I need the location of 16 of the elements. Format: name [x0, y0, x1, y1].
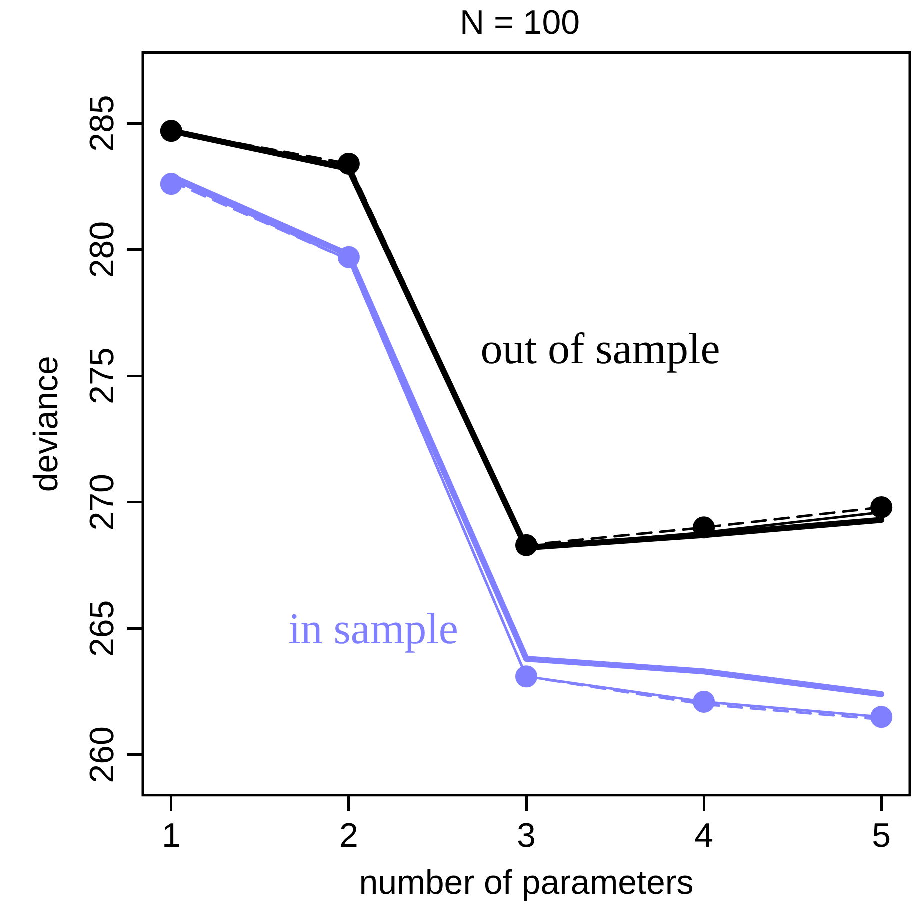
x-tick-label: 4	[694, 817, 714, 856]
series-label: in sample	[288, 604, 458, 654]
y-tick-label: 275	[83, 348, 122, 404]
y-axis-title: deviance	[27, 356, 66, 492]
x-tick-label: 5	[872, 817, 892, 856]
y-tick-label: 265	[83, 600, 122, 658]
y-tick-label: 285	[83, 95, 122, 152]
x-axis-title: number of parameters	[359, 864, 694, 902]
y-tick-label: 260	[83, 726, 122, 784]
y-tick-label: 280	[83, 221, 122, 278]
chart-title: N = 100	[460, 4, 580, 42]
x-tick-label: 2	[339, 817, 358, 856]
x-tick-label: 3	[517, 817, 536, 856]
x-tick-label: 1	[162, 817, 181, 856]
y-tick-label: 270	[83, 474, 122, 531]
series-label: out of sample	[480, 324, 720, 374]
